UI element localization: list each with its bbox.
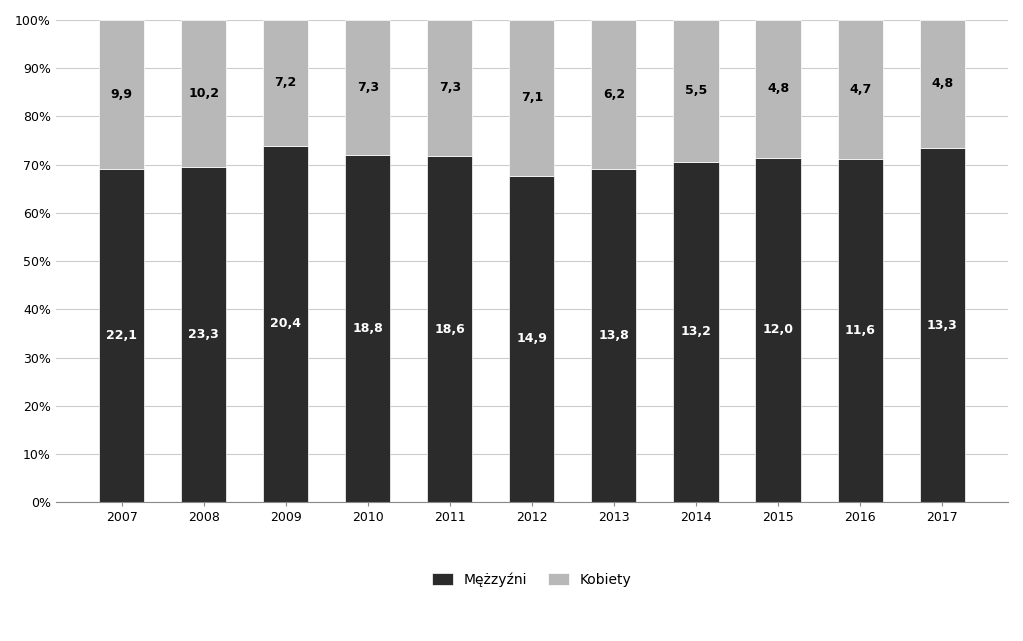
Bar [345,155,391,502]
Bar [263,146,308,502]
Bar [838,159,883,502]
Bar [673,162,718,502]
Bar [591,169,636,502]
Bar [755,158,801,502]
Text: 18,6: 18,6 [435,322,465,335]
Text: 4,8: 4,8 [767,83,789,96]
Bar [920,148,965,502]
Text: 7,3: 7,3 [439,81,461,94]
Bar [673,20,718,162]
Bar [428,156,473,502]
Text: 11,6: 11,6 [845,324,876,337]
Bar [509,20,554,176]
Text: 13,2: 13,2 [680,326,711,338]
Text: 18,8: 18,8 [352,322,384,335]
Text: 7,1: 7,1 [521,91,543,104]
Text: 6,2: 6,2 [603,88,625,101]
Bar [838,20,883,159]
Text: 13,3: 13,3 [927,319,958,331]
Bar [428,20,473,156]
Bar [345,20,391,155]
Text: 14,9: 14,9 [517,333,547,345]
Bar [181,167,226,502]
Bar [920,20,965,148]
Text: 13,8: 13,8 [598,329,629,342]
Text: 4,8: 4,8 [931,78,953,90]
Bar [509,176,554,502]
Bar [263,20,308,146]
Text: 22,1: 22,1 [106,329,137,342]
Legend: Mężzyźni, Kobiety: Mężzyźni, Kobiety [427,567,637,592]
Text: 5,5: 5,5 [684,85,707,97]
Bar [99,20,144,169]
Bar [99,169,144,502]
Bar [591,20,636,169]
Text: 23,3: 23,3 [188,328,219,341]
Text: 12,0: 12,0 [762,324,794,337]
Text: 7,3: 7,3 [357,81,379,94]
Text: 4,7: 4,7 [849,83,872,96]
Bar [755,20,801,158]
Text: 7,2: 7,2 [274,76,297,89]
Text: 9,9: 9,9 [110,88,133,101]
Text: 20,4: 20,4 [270,317,301,331]
Text: 10,2: 10,2 [188,87,219,100]
Bar [181,20,226,167]
